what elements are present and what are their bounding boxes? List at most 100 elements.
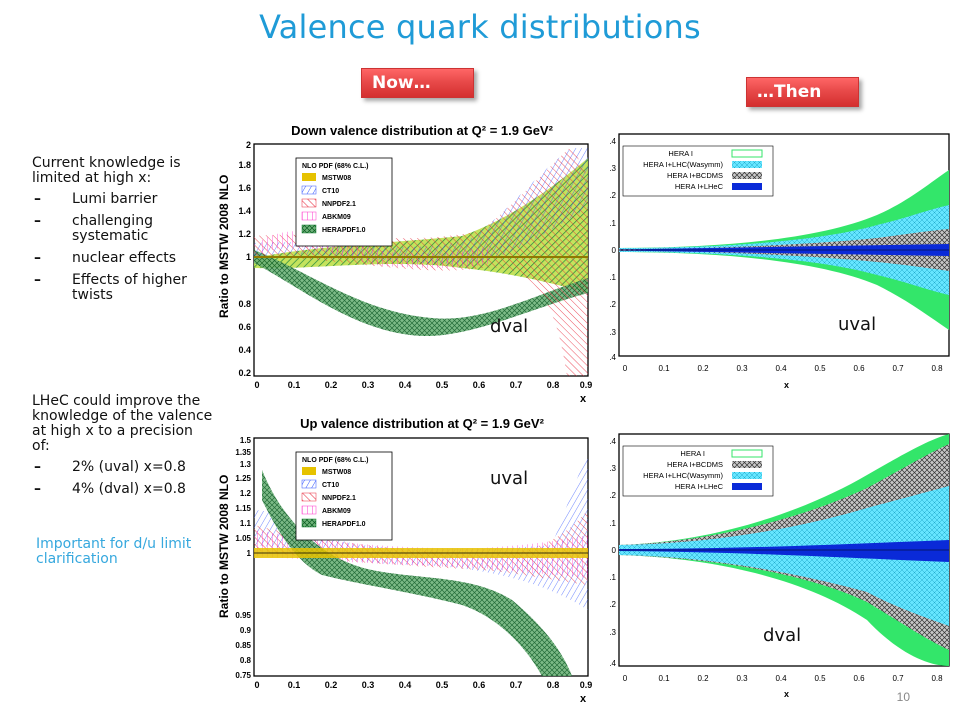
- down-xtick: 0.3: [362, 380, 375, 390]
- up-ytick: 1.35: [235, 448, 251, 457]
- down-xtick: 0.2: [325, 380, 338, 390]
- down-plot-title: Down valence distribution at Q² = 1.9 Ge…: [291, 123, 554, 138]
- uval-ytick: .4: [609, 353, 616, 362]
- bullet-systematic: challenging systematic: [32, 214, 212, 244]
- up-ytick: 0.85: [235, 641, 251, 650]
- down-xtick: 0.9: [580, 380, 593, 390]
- uval-ytick: 0: [612, 246, 617, 255]
- lhec-intro: LHeC could improve the knowledge of the …: [32, 393, 213, 454]
- uval-xtick: 0.7: [892, 364, 904, 373]
- down-xtick: 0.8: [547, 380, 560, 390]
- uval-then-xlabel: x: [784, 380, 789, 390]
- dval-xtick: 0.4: [775, 674, 787, 683]
- uval-ytick: .2: [609, 300, 616, 309]
- bullet-uval-precision: 2% (uval) x=0.8: [32, 460, 214, 476]
- up-legend-mstw: MSTW08: [322, 469, 351, 476]
- dval-xtick: 0.1: [658, 674, 670, 683]
- up-legend-herapdf: HERAPDF1.0: [322, 521, 366, 528]
- dval-xtick: 0.2: [697, 674, 709, 683]
- up-xtick: 0.8: [547, 680, 560, 690]
- uval-ytick: .1: [609, 219, 616, 228]
- down-plot-ylabel: Ratio to MSTW 2008 NLO: [217, 175, 231, 318]
- uval-legend-bcdms: HERA I+BCDMS: [667, 171, 723, 180]
- up-ytick: 1.3: [240, 460, 252, 469]
- dval-ytick: .2: [609, 491, 616, 500]
- up-ytick: 1.05: [235, 534, 251, 543]
- bullet-lumi: Lumi barrier: [32, 192, 212, 208]
- down-xtick: 0.4: [399, 380, 412, 390]
- down-legend-herapdf: HERAPDF1.0: [322, 227, 366, 234]
- lhec-list: 2% (uval) x=0.8 4% (dval) x=0.8: [32, 460, 214, 498]
- up-plot-ylabel: Ratio to MSTW 2008 NLO: [217, 475, 231, 618]
- knowledge-block: Current knowledge is limited at high x: …: [32, 156, 212, 310]
- up-xtick: 0.3: [362, 680, 375, 690]
- down-ytick: 0.6: [238, 322, 251, 332]
- dval-ytick: .1: [609, 519, 616, 528]
- up-ytick: 0.8: [240, 656, 252, 665]
- dval-legend-lhec: HERA I+LHeC: [675, 482, 724, 491]
- down-ytick: 2: [246, 140, 251, 150]
- down-legend-title: NLO PDF (68% C.L.): [302, 163, 369, 170]
- dval-xtick: 0.7: [892, 674, 904, 683]
- down-legend-nnpdf: NNPDF2.1: [322, 201, 356, 208]
- down-xtick: 0.5: [436, 380, 449, 390]
- down-legend-mstw: MSTW08: [322, 175, 351, 182]
- up-legend-title: NLO PDF (68% C.L.): [302, 457, 369, 464]
- dval-ytick: .3: [609, 628, 616, 637]
- slide-title: Valence quark distributions: [259, 8, 701, 46]
- page-number: 10: [896, 690, 910, 704]
- uval-ytick: .2: [609, 191, 616, 200]
- dval-then-xlabel: x: [784, 689, 789, 699]
- up-valence-plot: Up valence distribution at Q² = 1.9 GeV²…: [212, 410, 596, 706]
- down-ytick: 1.2: [238, 229, 251, 239]
- dval-ytick: .4: [609, 659, 616, 668]
- dval-xtick: 0.6: [853, 674, 865, 683]
- down-xtick: 0.7: [510, 380, 523, 390]
- up-legend-ct10: CT10: [322, 482, 339, 489]
- down-ytick: 0.2: [238, 368, 251, 378]
- dval-legend-hera: HERA I: [680, 449, 705, 458]
- up-ytick: 1.1: [240, 519, 252, 528]
- up-xtick: 0.2: [325, 680, 338, 690]
- up-panel-uval-label: uval: [490, 468, 529, 489]
- uval-legend-hera: HERA I: [668, 149, 693, 158]
- down-xtick: 0.6: [473, 380, 486, 390]
- uval-xtick: 0.8: [931, 364, 943, 373]
- up-legend-abkm: ABKM09: [322, 508, 351, 515]
- up-ytick: 1.5: [240, 436, 252, 445]
- down-xtick: 0: [254, 380, 259, 390]
- up-legend-nnpdf: NNPDF2.1: [322, 495, 356, 502]
- uval-xtick: 0.4: [775, 364, 787, 373]
- dval-ytick: .2: [609, 600, 616, 609]
- knowledge-list: Lumi barrier challenging systematic nucl…: [32, 192, 212, 303]
- down-ytick: 1: [246, 252, 251, 262]
- uval-legend-lhec: HERA I+LHeC: [675, 182, 724, 191]
- up-xtick: 0: [254, 680, 259, 690]
- up-xtick: 0.6: [473, 680, 486, 690]
- now-button[interactable]: Now…: [361, 68, 474, 98]
- bullet-higher-twists: Effects of higher twists: [32, 273, 212, 303]
- dval-ytick: .1: [609, 573, 616, 582]
- up-ytick: 0.95: [235, 611, 251, 620]
- bullet-dval-precision: 4% (dval) x=0.8: [32, 482, 214, 498]
- up-plot-xlabel: x: [580, 693, 587, 705]
- dval-legend-lhc: HERA I+LHC(Wasymm): [643, 471, 723, 480]
- down-legend-ct10: CT10: [322, 188, 339, 195]
- down-ytick: 1.8: [238, 160, 251, 170]
- du-limit-note: Important for d/u limit clarification: [36, 536, 192, 567]
- uval-ytick: .1: [609, 273, 616, 282]
- dval-legend-bcdms: HERA I+BCDMS: [667, 460, 723, 469]
- then-button[interactable]: …Then: [746, 77, 859, 107]
- down-ytick: 0.4: [238, 345, 251, 355]
- uval-xtick: 0.6: [853, 364, 865, 373]
- up-ytick: 0.75: [235, 671, 251, 680]
- down-plot-xlabel: x: [580, 393, 587, 405]
- uval-xtick: 0.5: [814, 364, 826, 373]
- uval-then-plot: HERA I HERA I+LHC(Wasymm) HERA I+BCDMS H…: [597, 130, 955, 395]
- down-ytick: 1.4: [238, 206, 251, 216]
- knowledge-intro: Current knowledge is limited at high x:: [32, 155, 181, 186]
- up-xtick: 0.1: [288, 680, 301, 690]
- uval-xtick: 0: [623, 364, 628, 373]
- uval-xtick: 0.3: [736, 364, 748, 373]
- down-xtick: 0.1: [288, 380, 301, 390]
